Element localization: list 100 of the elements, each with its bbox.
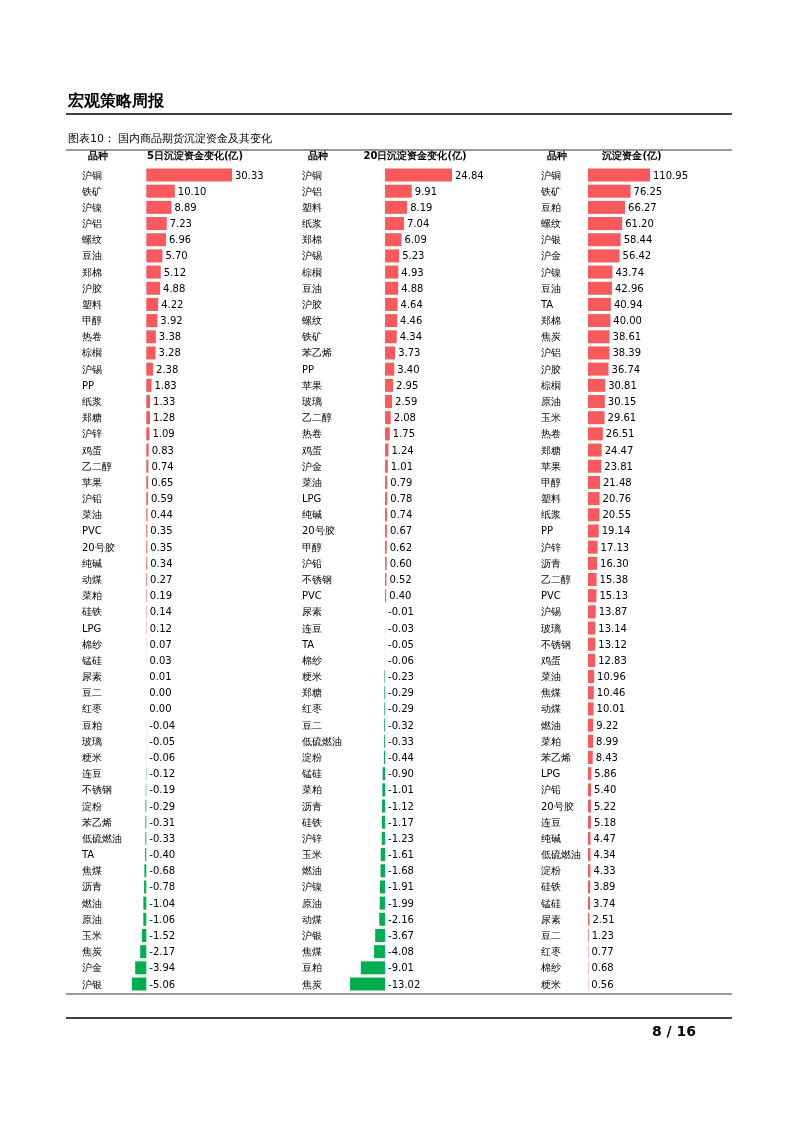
- data-label: 12.83: [598, 654, 627, 666]
- chart-title: 5日沉淀资金变化(亿): [146, 150, 244, 161]
- y-tick-label: 粳米: [302, 671, 322, 683]
- bar: [385, 200, 408, 214]
- data-label: -0.29: [388, 703, 414, 715]
- y-tick-label: 棕榈: [82, 347, 102, 359]
- data-label: 8.99: [596, 735, 619, 747]
- data-label: 3.40: [397, 363, 420, 375]
- data-label: -0.31: [149, 816, 176, 828]
- bar: [588, 168, 650, 182]
- data-label: 42.96: [615, 282, 644, 294]
- data-label: 36.74: [611, 363, 641, 375]
- data-label: 16.30: [600, 557, 629, 569]
- y-tick-label: 燃油: [82, 897, 102, 909]
- data-label: -1.06: [149, 913, 176, 925]
- y-tick-label: 尿素: [302, 606, 322, 618]
- y-tick-label: 沪胶: [302, 298, 322, 310]
- y-tick-label: 纸浆: [82, 396, 102, 408]
- y-tick-label: PVC: [82, 525, 102, 537]
- data-label: 38.61: [612, 331, 642, 343]
- data-label: 15.13: [599, 590, 629, 602]
- text: 8 / 16: [651, 1023, 696, 1039]
- y-tick-label: 菜油: [541, 671, 561, 683]
- y-tick-label: PVC: [541, 590, 561, 602]
- y-tick-label: 棕榈: [302, 266, 322, 278]
- y-tick-label: 20号胶: [82, 541, 115, 553]
- y-tick-label: 20号胶: [302, 525, 335, 537]
- data-label: 7.23: [169, 218, 192, 230]
- data-label: 24.47: [604, 444, 634, 456]
- y-tick-label: 沪铝: [302, 185, 322, 197]
- data-label: -0.29: [149, 800, 176, 812]
- data-label: 10.10: [177, 185, 207, 197]
- data-label: 0.03: [149, 654, 172, 666]
- data-label: -1.01: [388, 784, 414, 796]
- data-label: 0.00: [149, 703, 172, 715]
- y-tick-label: 硅铁: [301, 816, 322, 828]
- bar: [588, 378, 606, 392]
- bar: [146, 395, 151, 409]
- data-label: -0.12: [149, 768, 176, 780]
- data-label: 17.13: [600, 541, 630, 553]
- y-tick-label: LPG: [82, 622, 102, 634]
- data-label: 0.68: [591, 962, 614, 974]
- y-tick-label: 不锈钢: [541, 638, 571, 650]
- y-tick-label: 焦炭: [302, 978, 322, 990]
- y-tick-label: 豆粕: [82, 719, 102, 731]
- data-label: -1.52: [149, 929, 176, 941]
- y-tick-label: 沪铜: [541, 169, 561, 181]
- bar: [140, 945, 147, 959]
- bar: [146, 346, 156, 360]
- y-tick-label: 燃油: [302, 865, 322, 877]
- data-label: 3.28: [158, 347, 181, 359]
- data-label: -3.67: [388, 929, 414, 941]
- y-tick-label: 动煤: [82, 574, 102, 585]
- data-label: 3.92: [160, 315, 183, 327]
- bar: [385, 233, 402, 247]
- bar: [588, 443, 602, 457]
- bar: [135, 961, 147, 975]
- y-tick-label: 沥青: [541, 557, 561, 569]
- y-tick-label: 菜油: [302, 476, 322, 488]
- bar: [385, 314, 398, 328]
- bar: [385, 330, 397, 344]
- y-tick-label: 沥青: [82, 881, 102, 893]
- data-label: 1.28: [152, 412, 176, 424]
- data-label: -5.06: [149, 978, 176, 990]
- bar: [588, 589, 597, 603]
- data-label: 0.34: [150, 557, 173, 569]
- y-tick-label: 豆二: [302, 719, 322, 731]
- data-label: 0.77: [591, 946, 614, 958]
- y-tick-label: TA: [301, 638, 315, 650]
- y-tick-label: 红枣: [302, 703, 322, 715]
- y-tick-label: 塑料: [302, 201, 322, 213]
- y-tick-label: 铁矿: [81, 185, 102, 197]
- y-tick-label: 豆二: [541, 929, 561, 941]
- data-label: 5.12: [163, 266, 187, 278]
- bar: [350, 977, 386, 991]
- y-tick-label: 动煤: [302, 913, 322, 925]
- y-tick-label: 硅铁: [540, 881, 561, 893]
- y-tick-label: 铁矿: [540, 185, 561, 197]
- data-label: 15.38: [599, 574, 629, 585]
- bar: [588, 621, 596, 635]
- data-label: -1.04: [149, 897, 176, 909]
- data-label: 8.19: [410, 201, 433, 213]
- y-tick-label: 动煤: [541, 703, 561, 715]
- y-tick-label: 纸浆: [302, 218, 322, 230]
- bar: [385, 297, 398, 311]
- data-label: 66.27: [628, 201, 657, 213]
- bar: [588, 217, 623, 231]
- y-tick-label: 塑料: [82, 298, 102, 310]
- data-label: 20.55: [602, 509, 632, 521]
- data-label: 43.74: [615, 266, 645, 278]
- bar: [588, 265, 613, 279]
- y-tick-label: PP: [302, 363, 315, 375]
- data-label: 1.09: [152, 428, 175, 440]
- y-tick-label: 郑糖: [541, 444, 561, 456]
- y-tick-label: 沥青: [302, 800, 322, 812]
- y-tick-label: 沪金: [302, 460, 322, 472]
- y-tick-label: 玻璃: [541, 622, 561, 634]
- y-tick-label: 沪镍: [82, 201, 102, 213]
- data-label: -0.29: [388, 687, 414, 699]
- y-tick-label: 苯乙烯: [541, 751, 571, 763]
